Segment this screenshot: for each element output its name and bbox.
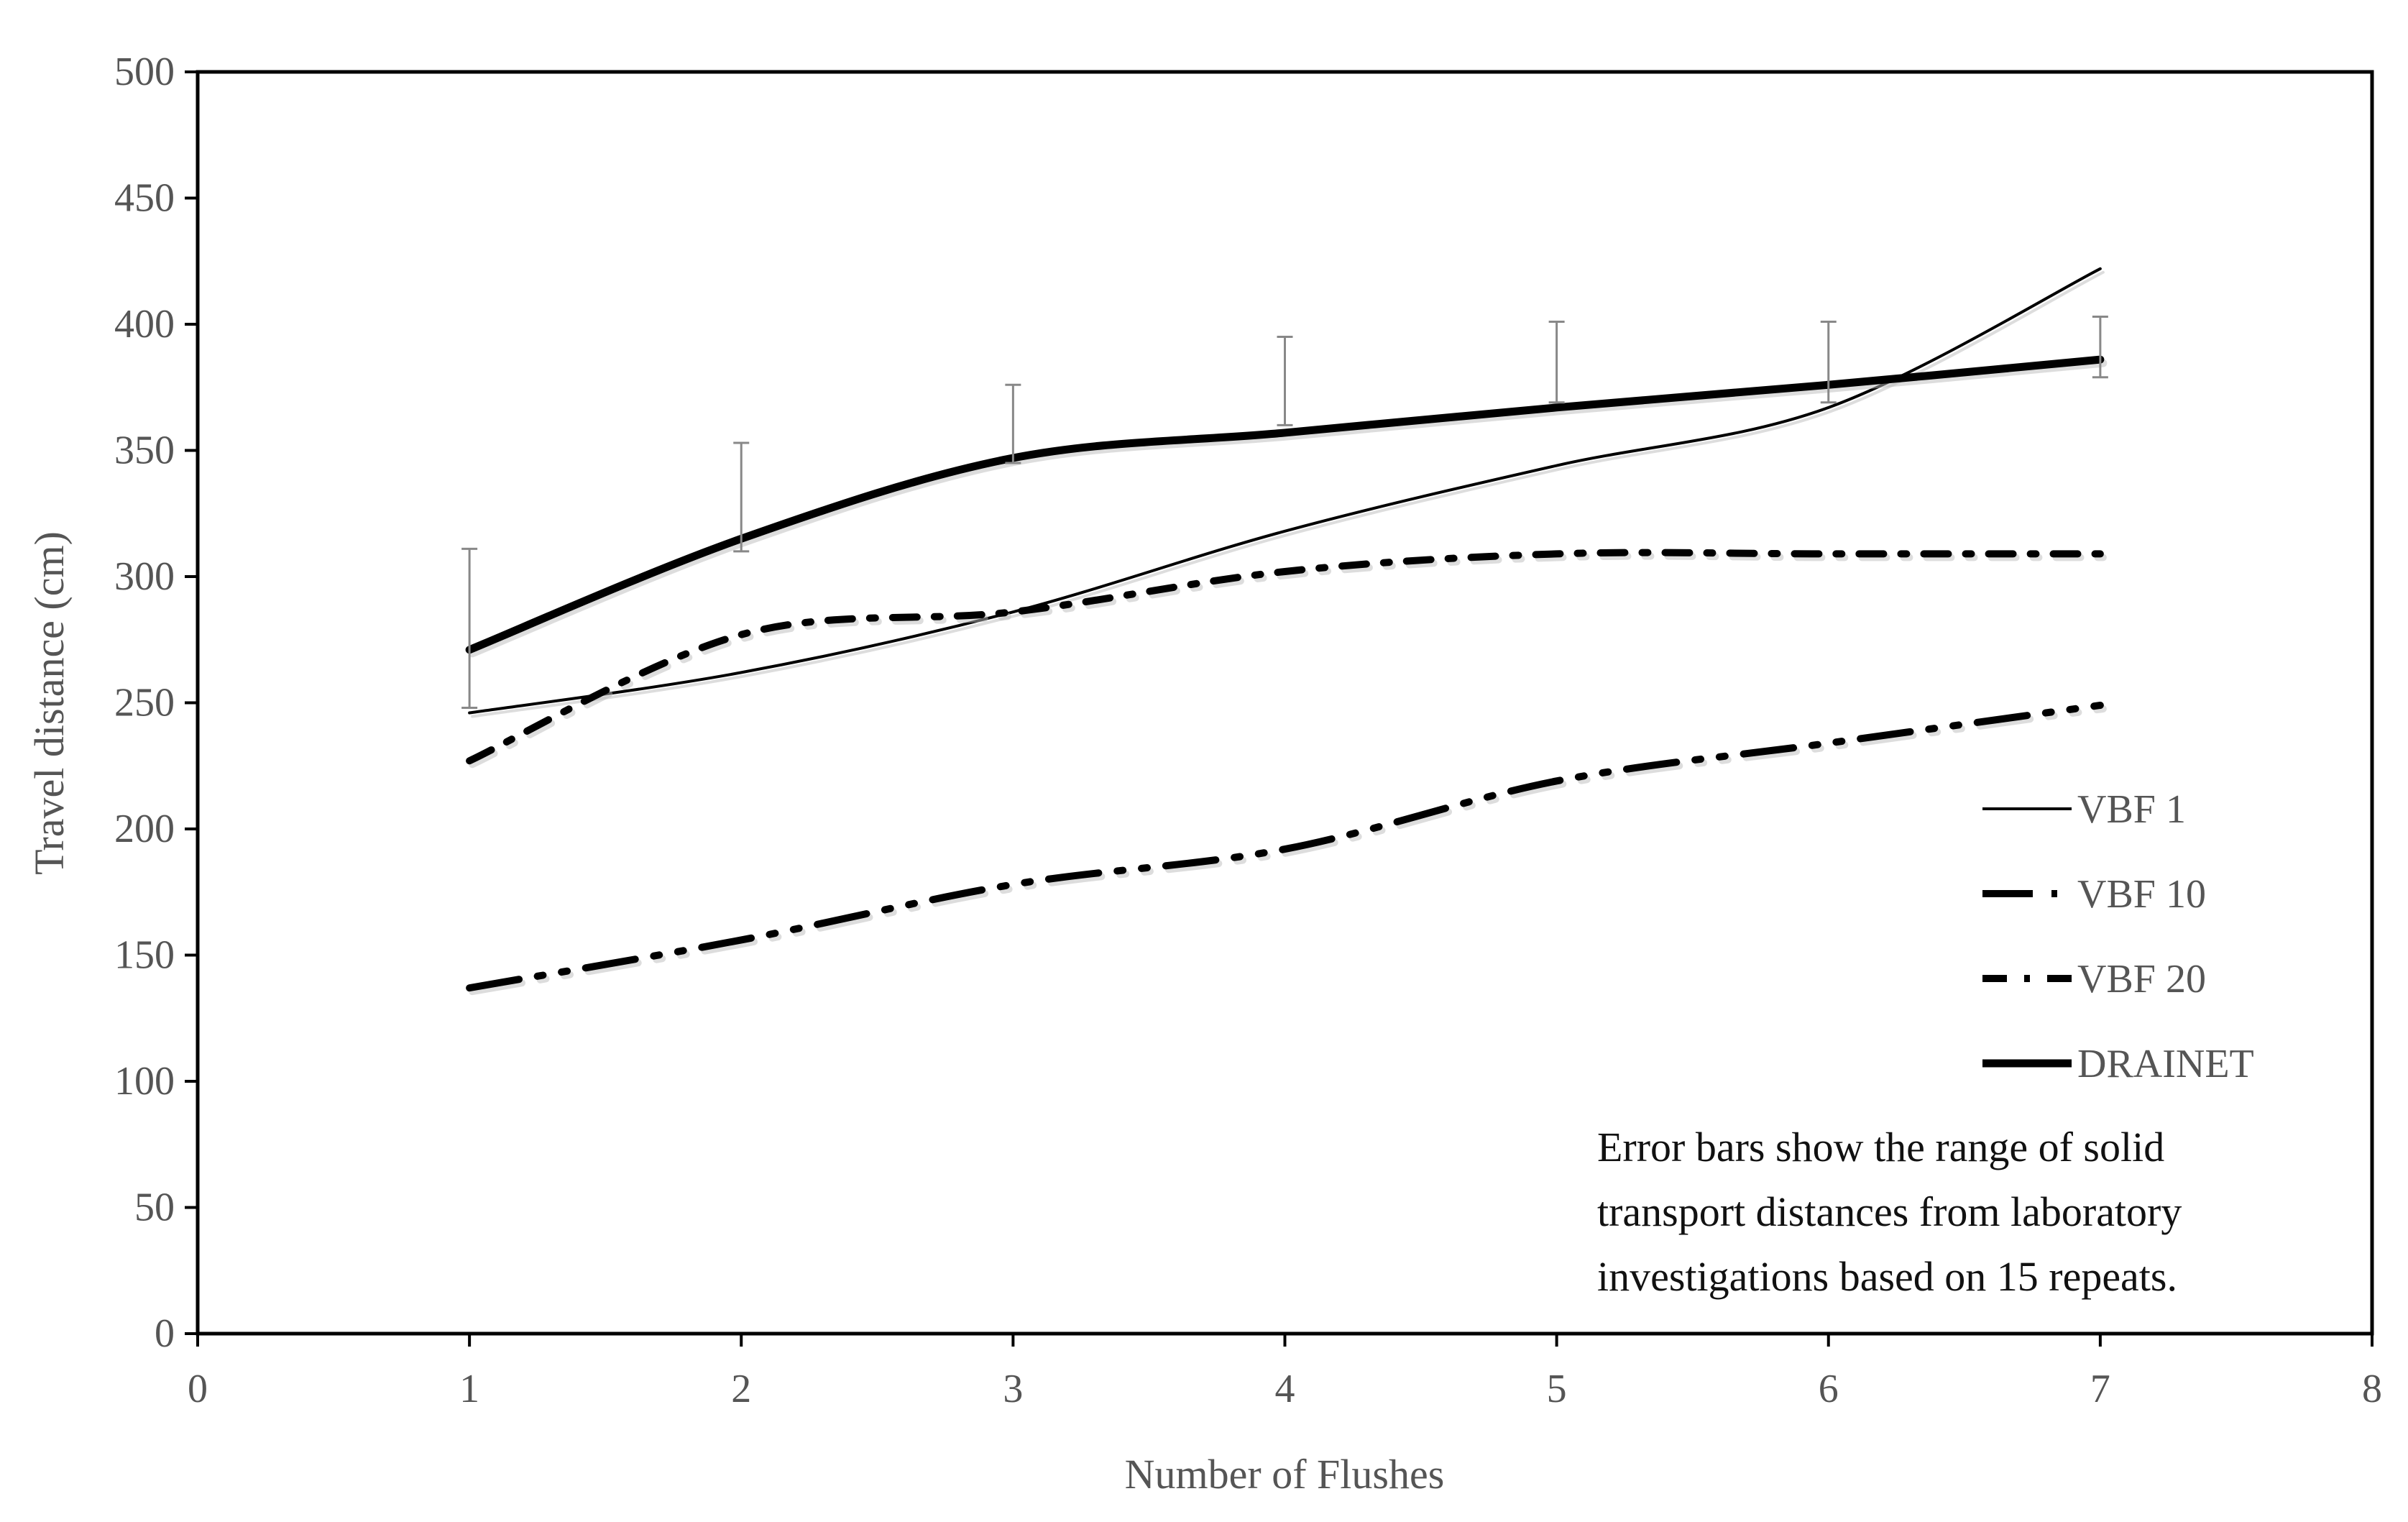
series-line-vbf-1 [468, 267, 2102, 715]
x-tick-label: 7 [2090, 1367, 2110, 1411]
series-shadow-vbf-10 [469, 705, 2107, 996]
y-tick-label: 100 [114, 1059, 175, 1104]
annotation-line: investigations based on 15 repeats. [1597, 1253, 2177, 1300]
series-shadow-drainet [468, 359, 2108, 658]
legend-label: DRAINET [2077, 1042, 2254, 1086]
series-line-vbf-20 [466, 549, 2104, 765]
y-tick-label: 50 [134, 1186, 175, 1230]
x-tick-label: 6 [1819, 1367, 1839, 1411]
series-shadow-vbf-1 [471, 270, 2105, 718]
annotation-line: Error bars show the range of solid [1597, 1124, 2164, 1170]
legend-label: VBF 1 [2077, 787, 2186, 832]
x-tick-label: 2 [731, 1367, 751, 1411]
y-axis: 0 50 100 150 200 250 300 350 400 450 500 [114, 50, 198, 1356]
y-tick-label: 200 [114, 807, 175, 851]
legend-label: VBF 10 [2077, 872, 2206, 917]
legend: VBF 1 VBF 10 VBF 20 DRAINET [1982, 787, 2254, 1086]
annotation-note: Error bars show the range of solid trans… [1597, 1124, 2182, 1300]
x-axis-title: Number of Flushes [1125, 1451, 1445, 1498]
y-tick-label: 250 [114, 681, 175, 725]
x-tick-label: 8 [2362, 1367, 2382, 1411]
x-tick-label: 4 [1275, 1367, 1295, 1411]
y-tick-label: 150 [114, 933, 175, 978]
annotation-line: transport distances from laboratory [1597, 1188, 2182, 1235]
series-shadow-vbf-20 [469, 552, 2107, 769]
error-bars [461, 315, 2108, 710]
y-axis-title: Travel distance (cm) [26, 531, 73, 875]
x-tick-label: 3 [1003, 1367, 1023, 1411]
legend-label: VBF 20 [2077, 957, 2206, 1001]
x-axis: 0 1 2 3 4 5 6 7 8 [188, 1334, 2382, 1411]
y-tick-label: 300 [114, 554, 175, 599]
series-line-vbf-10 [466, 702, 2104, 992]
y-tick-label: 500 [114, 50, 175, 94]
y-tick-label: 0 [155, 1311, 175, 1356]
y-tick-label: 350 [114, 428, 175, 473]
x-tick-label: 0 [188, 1367, 208, 1411]
y-tick-label: 450 [114, 176, 175, 221]
x-tick-label: 1 [459, 1367, 479, 1411]
series-layer [465, 267, 2108, 996]
x-tick-label: 5 [1547, 1367, 1567, 1411]
y-tick-label: 400 [114, 302, 175, 347]
